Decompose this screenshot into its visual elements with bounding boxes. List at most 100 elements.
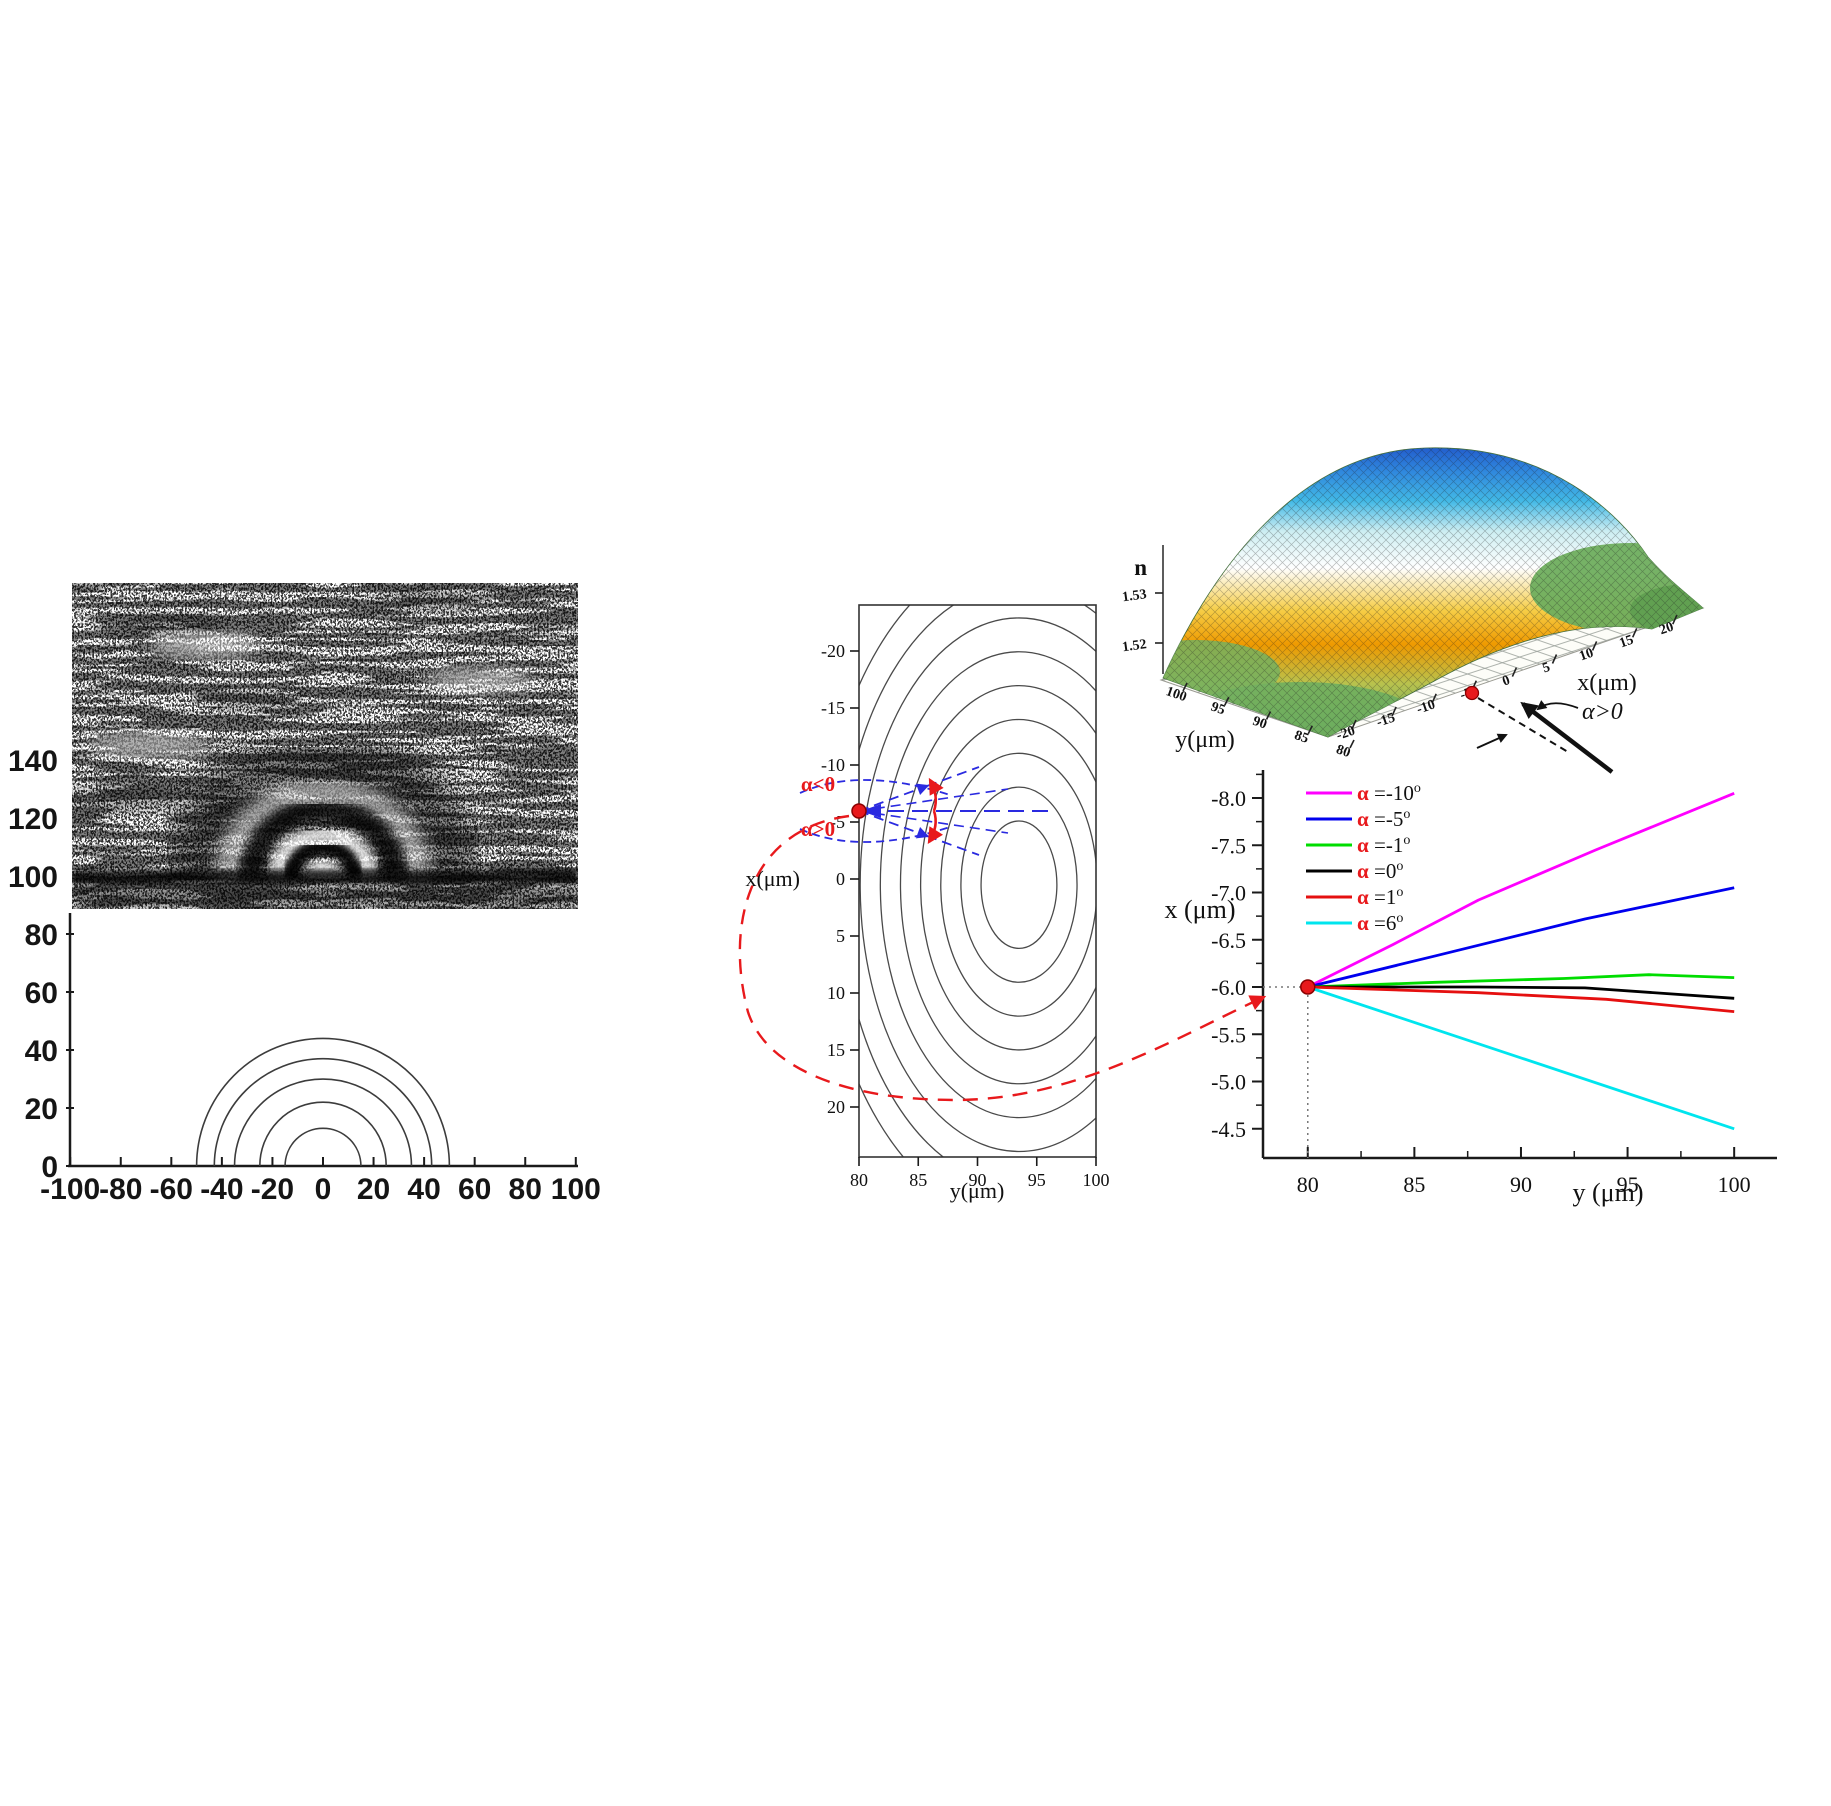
x-tick-3d — [1591, 641, 1598, 651]
contour-plot-box — [858, 604, 1097, 1158]
y-tick-label: 140 — [8, 745, 58, 778]
outer-dark-fringe — [165, 731, 481, 878]
x-tick-label: 0 — [315, 1173, 332, 1206]
contour-ellipse — [980, 820, 1058, 950]
y-tick-label: 20 — [25, 1093, 58, 1126]
contour-ellipse — [919, 718, 1096, 1051]
y-tick-3d — [1224, 696, 1230, 706]
y-tick-label: -20 — [821, 641, 845, 661]
rays-y-axis-title: x (μm) — [1165, 895, 1236, 924]
model-fringe-arc — [213, 1057, 433, 1167]
noise-blob — [72, 787, 180, 813]
surface-ticks: -20-15-10-505101520100959085801.531.52 — [1121, 587, 1678, 761]
dark-fringe — [283, 840, 363, 878]
rays-generated: -8.0 -7.5 -7.0 -6.5 -6.0 -5.5 -5.0 -4.5 80 85 90 95… — [1211, 770, 1777, 1197]
y-tick-label: -5.5 — [1211, 1022, 1246, 1047]
ray-series-line — [1307, 792, 1735, 989]
legend-label: α =0o — [1357, 859, 1403, 883]
x-tick-label-3d: -15 — [1375, 710, 1398, 730]
x-tick-label: -100 — [40, 1173, 100, 1206]
y-tick-label: -6.5 — [1211, 928, 1246, 953]
x-tick-3d — [1672, 614, 1678, 625]
dark-fringe — [238, 798, 408, 878]
y-tick-label: -7.5 — [1211, 833, 1246, 858]
x-tick-label: 100 — [551, 1173, 601, 1206]
x-tick-label: 80 — [1297, 1172, 1319, 1197]
model-fringe-arc — [195, 1037, 451, 1167]
surface-alpha-annotation: α>0 — [1582, 699, 1623, 725]
y-tick-3d — [1265, 711, 1272, 720]
y-tick-label: 5 — [836, 926, 845, 946]
y-tick-label: 80 — [25, 919, 58, 952]
n-tick-label: 1.53 — [1121, 587, 1147, 605]
deflection-arrow-down-icon — [927, 810, 943, 845]
x-tick-label: 80 — [850, 1170, 868, 1190]
y-tick-label: -15 — [821, 698, 845, 718]
ray-series-line — [1307, 985, 1735, 1013]
experiment-axes: -100-80 -60 -40 -20 0 20 40 60 80 100 0 20 40 60 80 100… — [8, 745, 601, 1206]
y-tick-label: -7.0 — [1211, 881, 1246, 906]
ray-up-shallow — [858, 788, 1009, 812]
surface-source-dot — [1464, 685, 1480, 701]
bright-patch — [150, 632, 260, 658]
contour-ellipse — [940, 752, 1096, 1017]
ray-down-steep — [858, 810, 930, 839]
y-tick-label: 60 — [25, 977, 58, 1010]
rays-panel: -8.0 -7.5 -7.0 -6.5 -6.0 -5.5 -5.0 -4.5 80 85 90 95… — [1165, 770, 1777, 1207]
substrate-dark-strip — [72, 885, 578, 907]
x-tick-3d — [1391, 706, 1397, 717]
legend-label: α =1o — [1357, 885, 1403, 909]
contour-x-axis-title: y(μm) — [950, 1178, 1005, 1203]
y-tick-label: 100 — [8, 861, 58, 894]
label-hook-arrow-icon — [1536, 700, 1579, 711]
x-tick-label: 90 — [969, 1170, 987, 1190]
ray-up-steep — [858, 783, 930, 812]
y-tick-label: 10 — [827, 983, 845, 1003]
rays-x-axis-title: y (μm) — [1573, 1178, 1644, 1207]
contour-ellipse — [859, 617, 1096, 1153]
x-tick-label-3d: 15 — [1618, 633, 1636, 652]
x-tick-label: 40 — [407, 1173, 440, 1206]
contour-ellipse — [879, 651, 1096, 1119]
y-tick-label-3d: 85 — [1292, 728, 1310, 747]
x-tick-label: 95 — [1028, 1170, 1046, 1190]
x-tick-label-3d: 10 — [1577, 646, 1595, 665]
tilt-arrow-icon — [1520, 701, 1614, 774]
x-tick-3d — [1431, 693, 1437, 704]
x-tick-3d — [1351, 719, 1357, 730]
y-tick-label-3d: 80 — [1334, 742, 1352, 761]
bright-patch — [425, 667, 535, 693]
experimental-image — [72, 583, 578, 909]
x-tick-label: 20 — [357, 1173, 390, 1206]
contour-annotations: α<0 α>0 — [799, 766, 1056, 856]
y-tick-label: -4.5 — [1211, 1117, 1246, 1142]
contour-ellipse — [960, 786, 1078, 983]
x-tick-label: 60 — [458, 1173, 491, 1206]
x-tick-label: -20 — [251, 1173, 294, 1206]
small-angle-arrow-icon — [1476, 733, 1508, 749]
bright-fringe — [268, 826, 378, 878]
legend-label: α =-5o — [1357, 807, 1410, 831]
ray-down-shallow — [858, 810, 1009, 834]
y-tick-label-3d: 95 — [1209, 700, 1227, 719]
bright-patch — [90, 731, 210, 759]
ray-series-line — [1307, 886, 1735, 989]
y-tick-label: -10 — [821, 755, 845, 775]
y-tick-label: 40 — [25, 1035, 58, 1068]
surface-y-axis-title: y(μm) — [1175, 727, 1235, 753]
ray-arrowhead-left-icon — [861, 804, 881, 818]
y-tick-label-3d: 100 — [1164, 684, 1189, 705]
model-fringe-arc — [233, 1078, 413, 1167]
x-tick-label: 100 — [1083, 1170, 1110, 1190]
noise-blob — [205, 689, 295, 711]
source-point-dot — [851, 803, 867, 819]
x-tick-label: -60 — [150, 1173, 193, 1206]
x-tick-label-3d: -10 — [1415, 697, 1438, 717]
x-tick-label-3d: -20 — [1335, 724, 1358, 744]
y-tick-label: -5.0 — [1211, 1070, 1246, 1095]
x-tick-label-3d: 20 — [1658, 620, 1676, 639]
ray-up-steep-tail — [926, 766, 980, 787]
